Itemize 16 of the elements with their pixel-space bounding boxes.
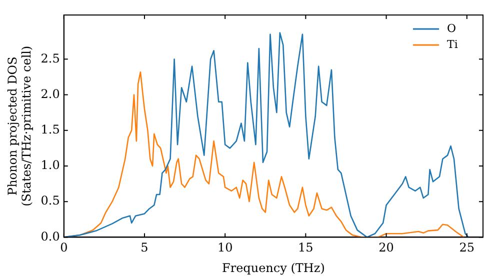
x-tick-label: 15 xyxy=(298,240,314,255)
y-axis-title: Phonon projected DOS (States/THz·primitive cell) xyxy=(5,46,34,206)
y-tick-label: 2.0 xyxy=(40,86,60,101)
legend-label: O xyxy=(447,22,456,35)
x-tick-label: 10 xyxy=(217,240,233,255)
y-tick-label: 2.5 xyxy=(40,51,60,66)
x-tick-label: 0 xyxy=(60,240,68,255)
legend-label: Ti xyxy=(447,38,458,51)
x-tick-label: 25 xyxy=(459,240,475,255)
y-tick-label: 1.5 xyxy=(40,122,60,136)
x-tick-label: 5 xyxy=(140,240,148,255)
x-tick-label: 20 xyxy=(378,240,394,255)
y-tick-label: 0.0 xyxy=(40,229,60,244)
y-tick-label: 0.5 xyxy=(40,194,60,208)
x-axis-title: Frequency (THz) xyxy=(222,260,325,275)
y-tick-label: 1.0 xyxy=(40,158,60,172)
